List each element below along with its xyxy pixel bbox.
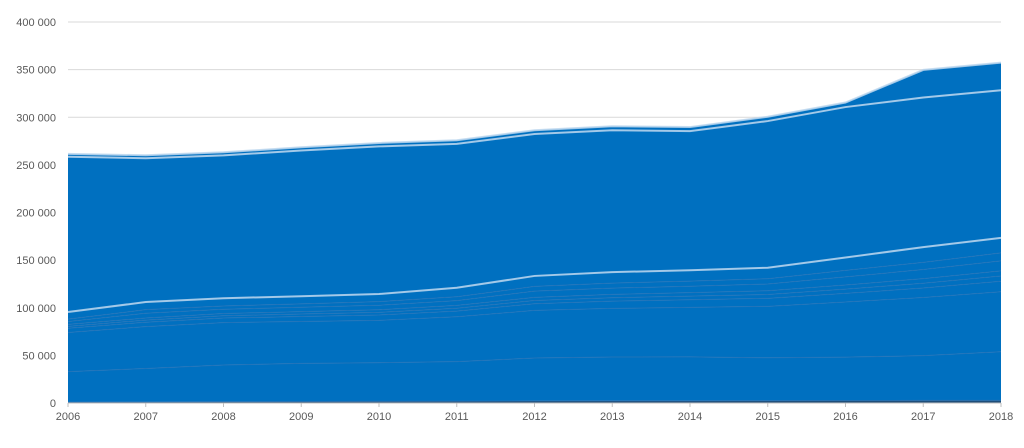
y-tick-label: 100 000 <box>16 303 56 315</box>
y-tick-label: 250 000 <box>16 160 56 172</box>
y-tick-label: 50 000 <box>22 350 56 362</box>
x-tick-label: 2011 <box>445 411 469 423</box>
series-line-6 <box>67 270 1002 325</box>
series-boundary-lines <box>67 61 1002 403</box>
y-tick-label: 300 000 <box>16 112 56 124</box>
area-series-8 <box>68 252 1001 322</box>
y-tick-label: 400 000 <box>16 17 56 29</box>
area-series-7 <box>68 260 1001 325</box>
series-line-11 <box>67 61 1002 157</box>
x-axis: 2006 2007 2008 2009 2010 2011 2012 2013 2014 2015… <box>56 402 1013 423</box>
y-tick-label: 200 000 <box>16 208 56 220</box>
series-line-1 <box>67 399 1002 403</box>
area-series-3 <box>68 291 1001 372</box>
x-tick-label: 2015 <box>756 411 780 423</box>
x-tick-label: 2014 <box>678 411 702 423</box>
series-line-2 <box>67 351 1002 373</box>
x-tick-label: 2017 <box>911 411 935 423</box>
x-tick-label: 2010 <box>367 411 391 423</box>
x-tick-label: 2006 <box>56 411 80 423</box>
series-line-3 <box>67 291 1002 334</box>
area-series-2 <box>68 351 1001 403</box>
x-tick-label: 2016 <box>833 411 857 423</box>
area-series-5 <box>68 276 1001 329</box>
series-line-10 <box>67 89 1002 160</box>
x-tick-label: 2012 <box>522 411 546 423</box>
area-series-10 <box>68 90 1001 313</box>
y-axis: 0 50 000 100 000 150 000 200 000 250 000 300 0… <box>16 17 56 410</box>
area-series-9 <box>68 237 1001 320</box>
x-tick-label: 2018 <box>989 411 1013 423</box>
x-tick-label: 2008 <box>211 411 235 423</box>
series-line-4 <box>67 280 1002 329</box>
series-line-7 <box>67 260 1002 323</box>
area-series-6 <box>68 270 1001 327</box>
y-tick-label: 350 000 <box>16 65 56 77</box>
area-series-11 <box>68 62 1001 159</box>
x-tick-label: 2013 <box>600 411 624 423</box>
area-series <box>68 62 1001 403</box>
x-tick-label: 2007 <box>134 411 158 423</box>
series-line-8 <box>67 252 1002 320</box>
series-line-9 <box>67 236 1002 314</box>
y-tick-label: 150 000 <box>16 255 56 267</box>
series-line-5 <box>67 275 1002 327</box>
x-tick-label: 2009 <box>289 411 313 423</box>
y-tick-label: 0 <box>50 398 56 410</box>
area-series-4 <box>68 281 1001 333</box>
